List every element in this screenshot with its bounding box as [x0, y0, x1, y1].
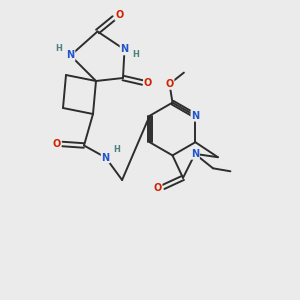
Text: H: H [133, 50, 139, 58]
Text: O: O [115, 10, 124, 20]
Text: O: O [144, 77, 152, 88]
Text: N: N [101, 152, 110, 163]
Text: N: N [66, 50, 75, 61]
Text: H: H [114, 145, 120, 154]
Text: N: N [191, 149, 199, 159]
Text: O: O [153, 183, 162, 194]
Text: O: O [52, 139, 61, 149]
Text: O: O [165, 79, 174, 89]
Text: N: N [191, 111, 200, 121]
Text: N: N [120, 44, 129, 55]
Text: H: H [56, 44, 62, 53]
